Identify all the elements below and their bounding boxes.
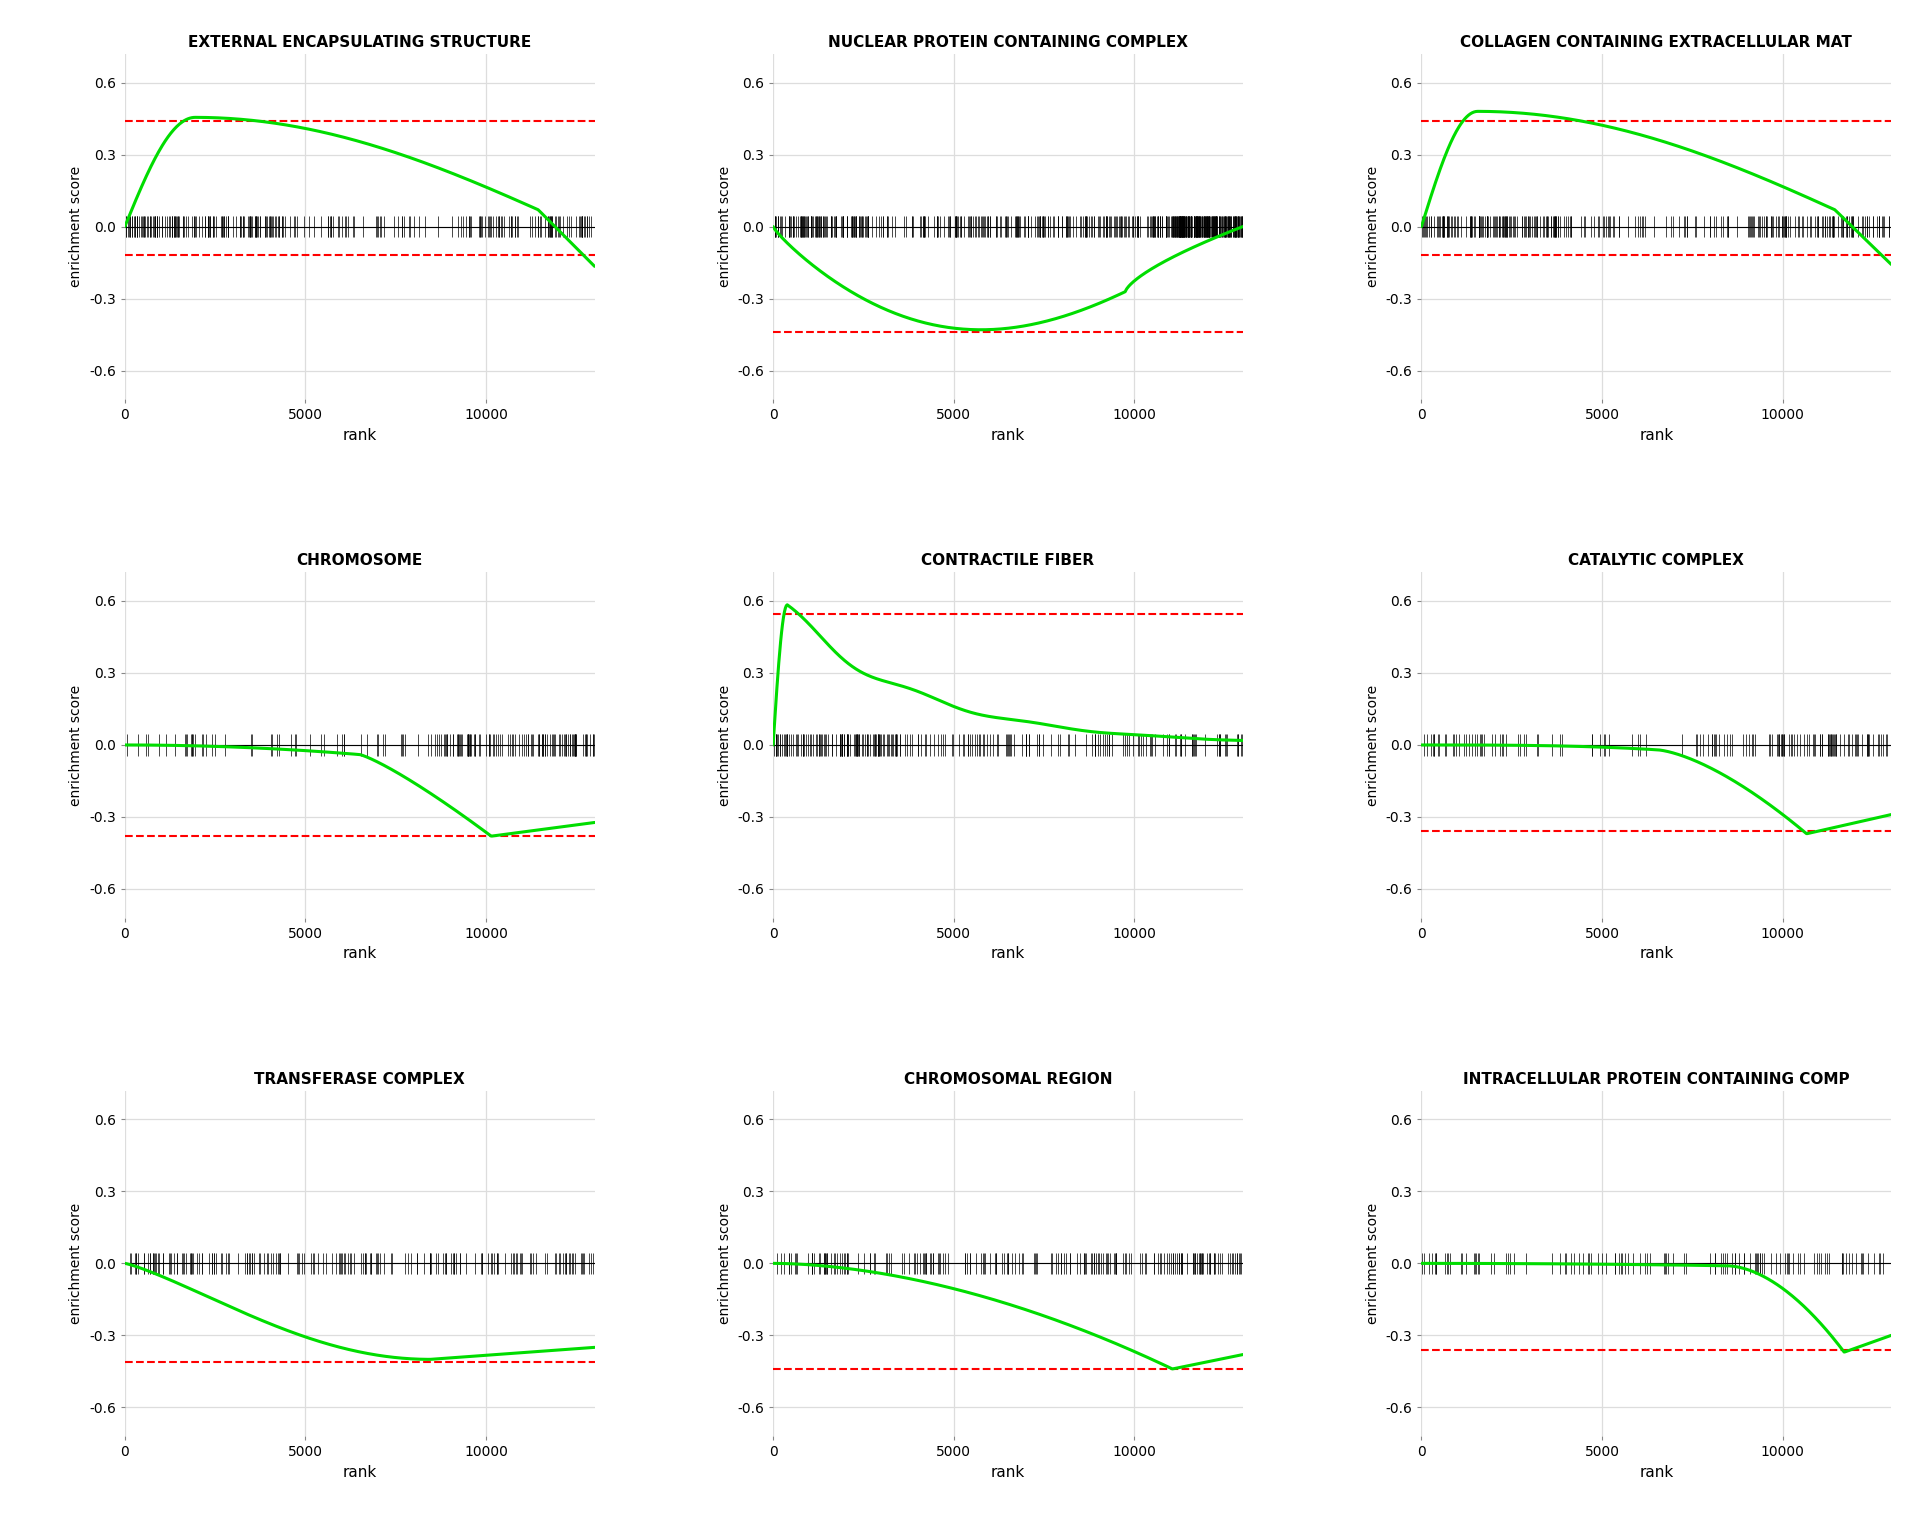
Y-axis label: enrichment score: enrichment score: [69, 1203, 83, 1324]
Title: INTRACELLULAR PROTEIN CONTAINING COMP: INTRACELLULAR PROTEIN CONTAINING COMP: [1463, 1072, 1849, 1086]
Title: COLLAGEN CONTAINING EXTRACELLULAR MAT: COLLAGEN CONTAINING EXTRACELLULAR MAT: [1461, 35, 1853, 49]
X-axis label: rank: rank: [991, 429, 1025, 442]
X-axis label: rank: rank: [1640, 1465, 1674, 1479]
Title: CHROMOSOMAL REGION: CHROMOSOMAL REGION: [904, 1072, 1112, 1086]
Title: TRANSFERASE COMPLEX: TRANSFERASE COMPLEX: [253, 1072, 465, 1086]
Y-axis label: enrichment score: enrichment score: [69, 166, 83, 287]
Title: CHROMOSOME: CHROMOSOME: [296, 553, 422, 568]
X-axis label: rank: rank: [1640, 946, 1674, 962]
Y-axis label: enrichment score: enrichment score: [1365, 166, 1380, 287]
X-axis label: rank: rank: [342, 946, 376, 962]
Y-axis label: enrichment score: enrichment score: [69, 685, 83, 805]
X-axis label: rank: rank: [991, 1465, 1025, 1479]
X-axis label: rank: rank: [991, 946, 1025, 962]
Y-axis label: enrichment score: enrichment score: [718, 166, 732, 287]
Title: CATALYTIC COMPLEX: CATALYTIC COMPLEX: [1569, 553, 1743, 568]
X-axis label: rank: rank: [342, 1465, 376, 1479]
X-axis label: rank: rank: [342, 429, 376, 442]
Y-axis label: enrichment score: enrichment score: [1365, 685, 1380, 805]
Title: NUCLEAR PROTEIN CONTAINING COMPLEX: NUCLEAR PROTEIN CONTAINING COMPLEX: [828, 35, 1188, 49]
Y-axis label: enrichment score: enrichment score: [718, 685, 732, 805]
Title: CONTRACTILE FIBER: CONTRACTILE FIBER: [922, 553, 1094, 568]
Y-axis label: enrichment score: enrichment score: [1365, 1203, 1380, 1324]
Y-axis label: enrichment score: enrichment score: [718, 1203, 732, 1324]
X-axis label: rank: rank: [1640, 429, 1674, 442]
Title: EXTERNAL ENCAPSULATING STRUCTURE: EXTERNAL ENCAPSULATING STRUCTURE: [188, 35, 532, 49]
